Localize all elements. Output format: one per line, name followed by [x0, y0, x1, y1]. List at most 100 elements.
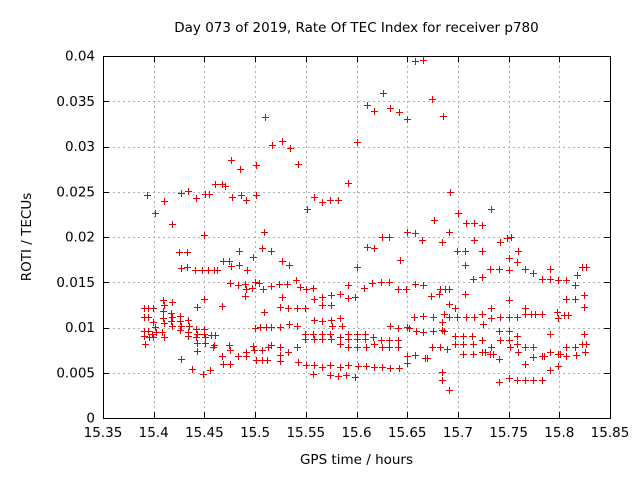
data-point: [328, 317, 335, 324]
data-point: [285, 305, 292, 312]
data-point: [380, 90, 387, 97]
data-point: [268, 283, 275, 290]
data-point: [412, 281, 419, 288]
data-point: [572, 296, 579, 303]
data-point: [178, 356, 185, 363]
data-point: [522, 311, 529, 318]
data-point: [369, 280, 376, 287]
data-point: [152, 210, 159, 217]
data-point: [470, 276, 477, 283]
data-point: [185, 333, 192, 340]
data-point: [194, 348, 201, 355]
x-tick-label: 15.75: [489, 425, 528, 441]
data-point: [257, 324, 264, 331]
data-point: [150, 319, 157, 326]
data-point: [212, 332, 219, 339]
data-point: [212, 181, 219, 188]
data-point: [581, 292, 588, 299]
data-point: [169, 299, 176, 306]
y-tick-label: 0.02: [65, 230, 95, 246]
grid-lines: [103, 56, 610, 418]
data-point: [395, 286, 402, 293]
data-point: [279, 138, 286, 145]
data-point: [362, 336, 369, 343]
data-point: [295, 161, 302, 168]
data-point: [371, 108, 378, 115]
data-point: [227, 280, 234, 287]
data-point: [460, 341, 467, 348]
data-point: [319, 318, 326, 325]
data-point: [522, 361, 529, 368]
data-point: [506, 375, 513, 382]
data-point: [228, 157, 235, 164]
data-point: [446, 229, 453, 236]
data-point: [220, 258, 227, 265]
data-point: [276, 281, 283, 288]
data-point: [220, 361, 227, 368]
data-point: [479, 248, 486, 255]
data-point: [354, 264, 361, 271]
data-point: [547, 349, 554, 356]
y-tick-label: 0: [86, 411, 95, 427]
data-point: [328, 292, 335, 299]
data-point: [236, 248, 243, 255]
data-point: [286, 321, 293, 328]
data-point: [470, 351, 477, 358]
x-tick-label: 15.4: [139, 425, 169, 441]
data-point: [169, 323, 176, 330]
data-point: [479, 274, 486, 281]
data-point: [253, 357, 260, 364]
data-point: [294, 305, 301, 312]
data-point: [460, 351, 467, 358]
data-point: [242, 281, 249, 288]
data-point: [354, 344, 361, 351]
data-point: [371, 245, 378, 252]
data-point: [387, 323, 394, 330]
data-point: [177, 318, 184, 325]
data-point: [452, 341, 459, 348]
data-point: [328, 302, 335, 309]
data-point: [378, 337, 385, 344]
data-point: [268, 324, 275, 331]
data-point: [506, 267, 513, 274]
data-point: [227, 347, 234, 354]
data-point: [437, 344, 444, 351]
data-point: [262, 114, 269, 121]
data-point: [160, 297, 167, 304]
data-point: [144, 192, 151, 199]
data-point: [507, 344, 514, 351]
data-point: [428, 293, 435, 300]
data-point: [446, 301, 453, 308]
data-point: [404, 360, 411, 367]
data-point: [319, 199, 326, 206]
data-point: [430, 328, 437, 335]
data-point: [226, 342, 233, 349]
data-point: [379, 234, 386, 241]
data-point: [581, 331, 588, 338]
data-point: [161, 320, 168, 327]
data-point: [446, 387, 453, 394]
data-point: [337, 364, 344, 371]
data-point: [439, 239, 446, 246]
y-tick-label: 0.04: [65, 49, 95, 65]
x-tick-label: 15.85: [591, 425, 630, 441]
data-point: [302, 305, 309, 312]
data-point: [259, 347, 266, 354]
data-point: [515, 248, 522, 255]
data-point: [252, 279, 259, 286]
data-point: [153, 329, 160, 336]
data-point: [226, 258, 233, 265]
y-axis-ticks: 0 0.005 0.01 0.015 0.02 0.025 0.03 0.035 0.04: [56, 49, 610, 427]
data-point: [237, 166, 244, 173]
data-point: [345, 344, 352, 351]
data-point: [506, 337, 513, 344]
y-tick-label: 0.015: [56, 275, 95, 291]
data-point: [496, 266, 503, 273]
data-point: [444, 346, 451, 353]
data-point: [311, 362, 318, 369]
data-point: [185, 317, 192, 324]
data-point: [406, 325, 413, 332]
data-point: [530, 344, 537, 351]
data-point: [396, 365, 403, 372]
data-point: [363, 344, 370, 351]
